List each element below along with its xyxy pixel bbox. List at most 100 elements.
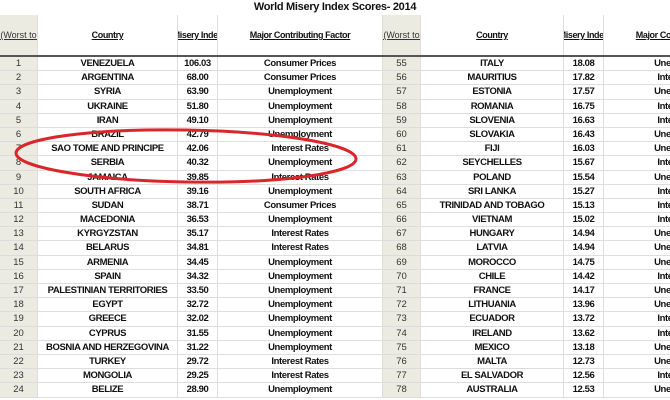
rank-cell: 77 <box>383 369 421 383</box>
country-cell: SUDAN <box>38 198 178 213</box>
country-cell: LITHUANIA <box>421 298 564 312</box>
rank-cell: 76 <box>383 354 421 369</box>
country-cell: AUSTRALIA <box>421 383 564 397</box>
misery-index-cell: 14.94 <box>564 227 604 241</box>
misery-index-cell: 29.72 <box>178 354 218 369</box>
rank-cell: 5 <box>0 113 38 127</box>
rank-cell: 3 <box>0 85 38 99</box>
factor-cell: Unemployment <box>218 340 383 354</box>
country-cell: TRINIDAD AND TOBAGO <box>421 198 564 213</box>
factor-cell: Unemployment <box>604 227 670 240</box>
misery-index-cell: 12.56 <box>564 369 604 383</box>
misery-index-cell: 42.79 <box>178 127 218 142</box>
rank-cell: 58 <box>383 99 421 113</box>
rank-cell: 12 <box>0 213 38 227</box>
country-cell: FIJI <box>421 142 564 156</box>
table-row: 13 KYRGYZSTAN 35.17 Interest Rates <box>0 227 383 242</box>
misery-index-cell: 14.17 <box>564 284 604 298</box>
table-row: 11 SUDAN 38.71 Consumer Prices <box>0 198 383 214</box>
country-cell: SOUTH AFRICA <box>38 184 178 198</box>
rank-cell: 10 <box>0 184 38 198</box>
header-country: Country <box>38 15 178 55</box>
factor-cell: Unemployment <box>604 128 670 141</box>
factor-cell: Unemployment <box>604 341 670 354</box>
rank-cell: 8 <box>0 156 38 170</box>
misery-index-cell: 16.63 <box>564 113 604 127</box>
rank-cell: 16 <box>0 269 38 283</box>
rank-cell: 60 <box>383 127 421 142</box>
factor-cell: Interest Rates <box>604 369 670 382</box>
factor-cell: Unemployment <box>218 298 383 312</box>
country-cell: PALESTINIAN TERRITORIES <box>38 284 178 298</box>
table-row: 10 SOUTH AFRICA 39.16 Unemployment <box>0 184 383 199</box>
rank-cell: 74 <box>383 326 421 340</box>
country-cell: MONGOLIA <box>38 369 178 383</box>
factor-cell: Interest Rates <box>218 354 383 369</box>
country-cell: POLAND <box>421 170 564 184</box>
factor-cell: Interest Rates <box>604 71 670 84</box>
country-cell: HUNGARY <box>421 227 564 241</box>
rank-cell: 56 <box>383 71 421 85</box>
misery-index-cell: 40.32 <box>178 156 218 170</box>
rank-cell: 23 <box>0 369 38 383</box>
country-cell: EGYPT <box>38 298 178 312</box>
factor-cell: Unemployment <box>218 99 383 113</box>
misery-index-cell: 63.90 <box>178 85 218 99</box>
misery-index-cell: 34.81 <box>178 241 218 255</box>
factor-cell: Unemployment <box>604 383 670 396</box>
country-cell: TURKEY <box>38 354 178 369</box>
table-row: 1 VENEZUELA 106.03 Consumer Prices <box>0 57 383 72</box>
header-row: Rank (Worst to Best)CountryMisery IndexM… <box>0 15 383 57</box>
misery-index-cell: 15.54 <box>564 170 604 184</box>
factor-cell: Interest Rates <box>218 369 383 383</box>
header-rank: Rank (Worst to Best) <box>0 15 38 55</box>
factor-cell: Unemployment <box>604 85 670 98</box>
country-cell: MACEDONIA <box>38 213 178 227</box>
rank-cell: 11 <box>0 198 38 213</box>
rank-cell: 1 <box>0 57 38 71</box>
rank-cell: 6 <box>0 127 38 142</box>
country-cell: BELIZE <box>38 383 178 397</box>
rank-cell: 65 <box>383 198 421 213</box>
header-factor: Major Contributing Factor <box>604 15 670 55</box>
table-row: 19 GREECE 32.02 Unemployment <box>0 312 383 327</box>
factor-cell: Interest Rates <box>218 227 383 241</box>
rank-cell: 75 <box>383 340 421 354</box>
country-cell: ARGENTINA <box>38 71 178 85</box>
rank-cell: 78 <box>383 383 421 397</box>
misery-index-cell: 15.27 <box>564 184 604 198</box>
misery-index-cell: 42.06 <box>178 142 218 156</box>
table-row: 17 PALESTINIAN TERRITORIES 33.50 Unemployme… <box>0 284 383 299</box>
misery-index-cell: 18.08 <box>564 57 604 71</box>
country-cell: SAO TOME AND PRINCIPE <box>38 142 178 156</box>
rank-cell: 7 <box>0 142 38 156</box>
table-row: 20 CYPRUS 31.55 Unemployment <box>0 326 383 341</box>
rank-cell: 71 <box>383 284 421 298</box>
country-cell: MAURITIUS <box>421 71 564 85</box>
table-row: 3 SYRIA 63.90 Unemployment <box>0 85 383 100</box>
table-row: 2 ARGENTINA 68.00 Consumer Prices <box>0 71 383 86</box>
country-cell: IRELAND <box>421 326 564 340</box>
header-country: Country <box>421 15 564 55</box>
misery-index-cell: 12.73 <box>564 354 604 369</box>
country-cell: SEYCHELLES <box>421 156 564 170</box>
rank-cell: 64 <box>383 184 421 198</box>
misery-index-cell: 15.13 <box>564 198 604 213</box>
table-row: 23 MONGOLIA 29.25 Interest Rates <box>0 369 383 384</box>
factor-cell: Interest Rates <box>604 327 670 340</box>
misery-table-left: Rank (Worst to Best)CountryMisery IndexM… <box>0 15 383 400</box>
country-cell: FRANCE <box>421 284 564 298</box>
misery-index-cell: 68.00 <box>178 71 218 85</box>
table-row: 4 UKRAINE 51.80 Unemployment <box>0 99 383 114</box>
misery-index-cell: 28.90 <box>178 383 218 397</box>
rank-cell: 72 <box>383 298 421 312</box>
misery-index-cell: 36.53 <box>178 213 218 227</box>
country-cell: ESTONIA <box>421 85 564 99</box>
factor-cell: Unemployment <box>218 213 383 227</box>
